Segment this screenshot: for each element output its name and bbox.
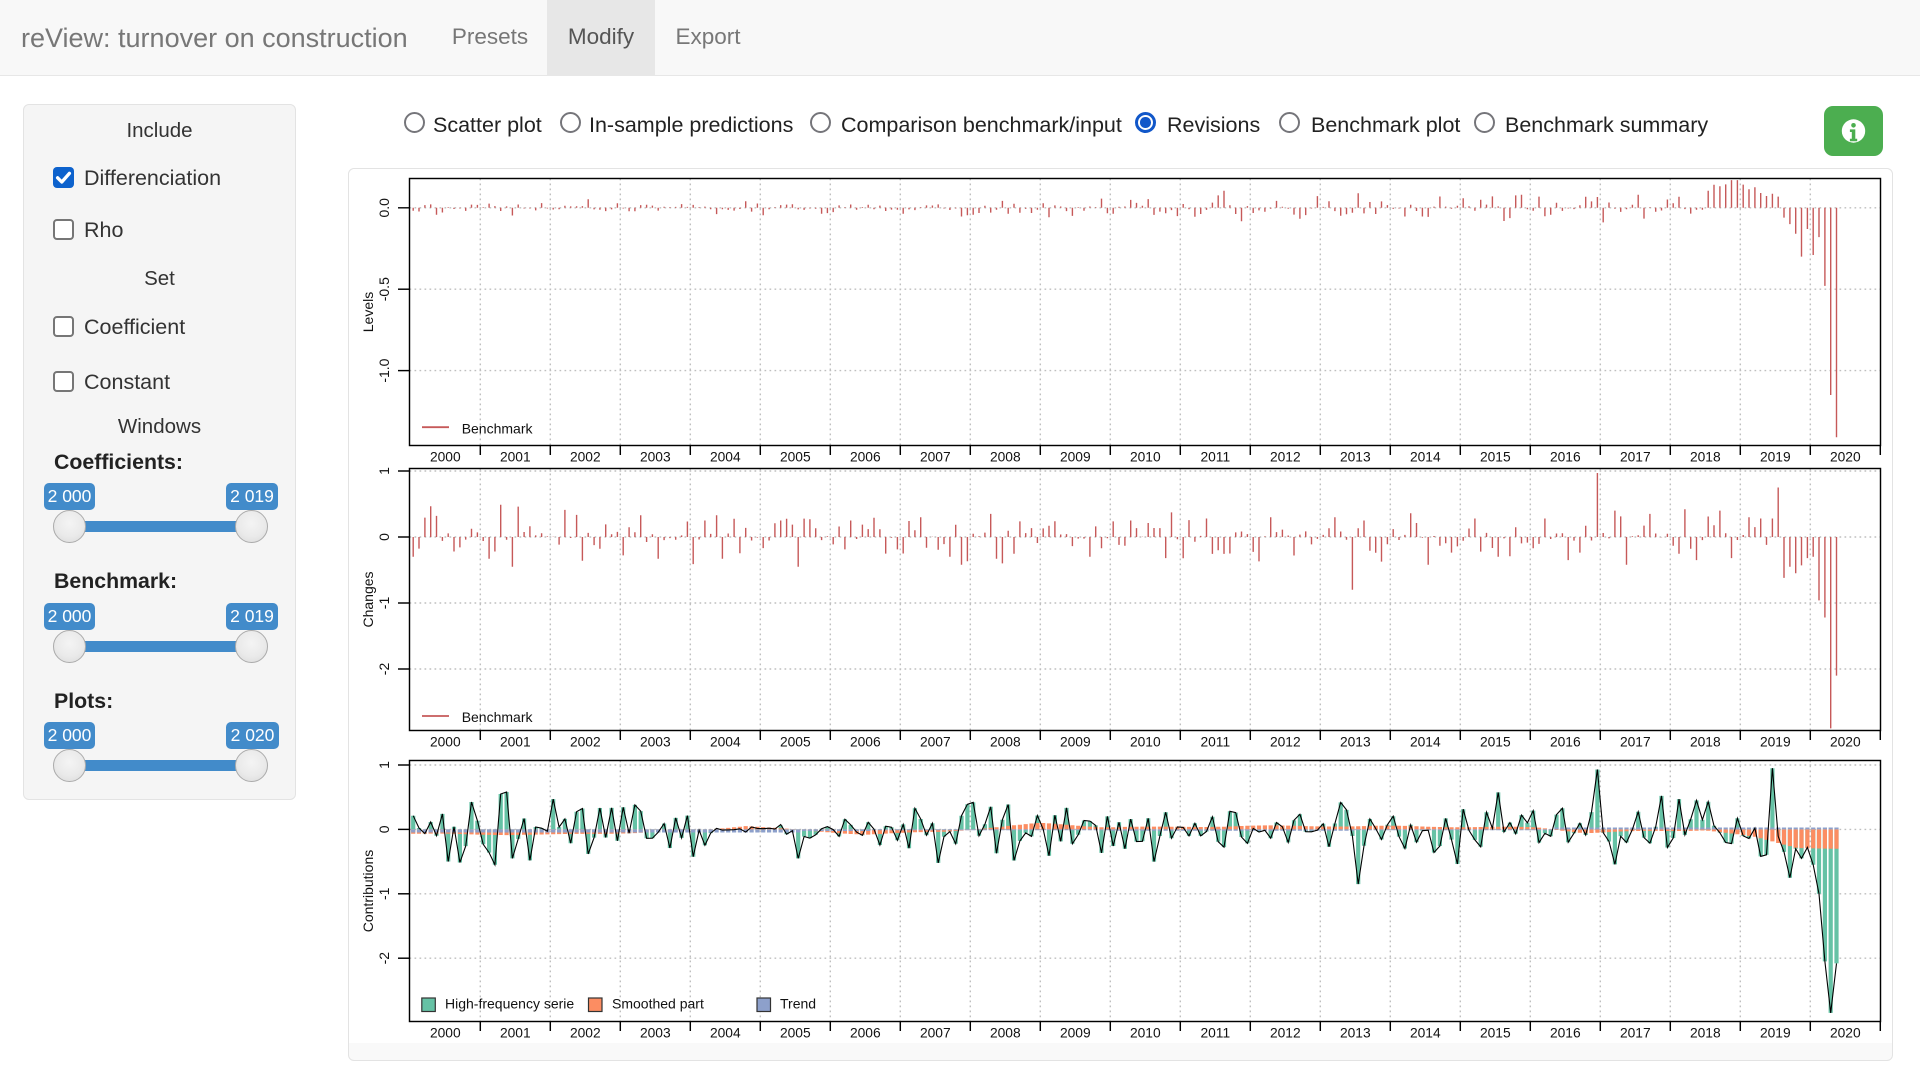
svg-text:0: 0 (376, 825, 392, 833)
svg-text:2007: 2007 (920, 1026, 951, 1041)
svg-text:Levels: Levels (360, 292, 376, 332)
svg-text:-1: -1 (376, 887, 392, 900)
svg-text:2009: 2009 (1060, 735, 1091, 750)
svg-text:-1.0: -1.0 (376, 358, 392, 382)
svg-text:2002: 2002 (570, 450, 601, 465)
svg-text:2020: 2020 (1830, 1026, 1861, 1041)
svg-text:-0.5: -0.5 (376, 277, 392, 301)
svg-text:2014: 2014 (1410, 735, 1441, 750)
svg-text:2018: 2018 (1690, 1026, 1721, 1041)
svg-text:-1: -1 (376, 597, 392, 610)
svg-text:2015: 2015 (1480, 1026, 1511, 1041)
svg-text:2005: 2005 (780, 450, 811, 465)
svg-text:2006: 2006 (850, 735, 881, 750)
svg-text:2013: 2013 (1340, 735, 1371, 750)
svg-text:2011: 2011 (1200, 1026, 1230, 1041)
svg-text:Contributions: Contributions (360, 850, 376, 933)
svg-text:2016: 2016 (1550, 450, 1581, 465)
svg-text:2010: 2010 (1130, 1026, 1161, 1041)
svg-text:-2: -2 (376, 663, 392, 676)
svg-text:2009: 2009 (1060, 1026, 1091, 1041)
svg-text:2003: 2003 (640, 1026, 671, 1041)
svg-text:2019: 2019 (1760, 735, 1791, 750)
svg-text:2018: 2018 (1690, 735, 1721, 750)
svg-text:2012: 2012 (1270, 450, 1301, 465)
svg-text:2006: 2006 (850, 450, 881, 465)
svg-text:2004: 2004 (710, 735, 741, 750)
svg-text:2012: 2012 (1270, 1026, 1301, 1041)
svg-text:2019: 2019 (1760, 1026, 1791, 1041)
svg-text:2000: 2000 (430, 1026, 461, 1041)
svg-text:2014: 2014 (1410, 450, 1441, 465)
svg-text:2000: 2000 (430, 450, 461, 465)
svg-text:2001: 2001 (500, 735, 531, 750)
svg-text:2005: 2005 (780, 735, 811, 750)
svg-text:2005: 2005 (780, 1026, 811, 1041)
svg-text:2001: 2001 (500, 1026, 531, 1041)
svg-text:2017: 2017 (1620, 735, 1651, 750)
svg-text:2007: 2007 (920, 450, 951, 465)
svg-text:High-frequency serie: High-frequency serie (445, 996, 574, 1012)
svg-text:2015: 2015 (1480, 735, 1511, 750)
svg-text:2003: 2003 (640, 735, 671, 750)
svg-text:2013: 2013 (1340, 1026, 1371, 1041)
svg-text:2014: 2014 (1410, 1026, 1441, 1041)
svg-text:2007: 2007 (920, 735, 951, 750)
svg-text:2008: 2008 (990, 450, 1021, 465)
svg-text:2018: 2018 (1690, 450, 1721, 465)
svg-text:2000: 2000 (430, 735, 461, 750)
svg-text:2004: 2004 (710, 1026, 741, 1041)
svg-text:2001: 2001 (500, 450, 531, 465)
svg-text:Benchmark: Benchmark (462, 420, 534, 436)
svg-text:2006: 2006 (850, 1026, 881, 1041)
svg-text:2016: 2016 (1550, 735, 1581, 750)
svg-text:Benchmark: Benchmark (462, 709, 534, 725)
svg-text:2011: 2011 (1200, 735, 1230, 750)
svg-text:Trend: Trend (780, 996, 816, 1012)
svg-text:2002: 2002 (570, 735, 601, 750)
svg-text:2008: 2008 (990, 1026, 1021, 1041)
svg-text:2015: 2015 (1480, 450, 1511, 465)
svg-text:2010: 2010 (1130, 450, 1161, 465)
svg-text:0.0: 0.0 (376, 198, 392, 218)
svg-text:2008: 2008 (990, 735, 1021, 750)
svg-text:2003: 2003 (640, 450, 671, 465)
svg-text:2019: 2019 (1760, 450, 1791, 465)
svg-text:2016: 2016 (1550, 1026, 1581, 1041)
svg-text:0: 0 (376, 533, 392, 541)
svg-text:2011: 2011 (1200, 450, 1230, 465)
svg-text:Smoothed part: Smoothed part (612, 996, 704, 1012)
svg-text:2009: 2009 (1060, 450, 1091, 465)
svg-text:2012: 2012 (1270, 735, 1301, 750)
svg-text:2002: 2002 (570, 1026, 601, 1041)
svg-text:2004: 2004 (710, 450, 741, 465)
svg-text:2017: 2017 (1620, 450, 1651, 465)
svg-text:Changes: Changes (360, 571, 376, 627)
svg-text:1: 1 (376, 467, 392, 475)
svg-text:2020: 2020 (1830, 735, 1861, 750)
svg-text:-2: -2 (376, 952, 392, 965)
svg-text:2010: 2010 (1130, 735, 1161, 750)
svg-text:2017: 2017 (1620, 1026, 1651, 1041)
svg-text:2013: 2013 (1340, 450, 1371, 465)
svg-text:1: 1 (376, 761, 392, 769)
svg-text:2020: 2020 (1830, 450, 1861, 465)
